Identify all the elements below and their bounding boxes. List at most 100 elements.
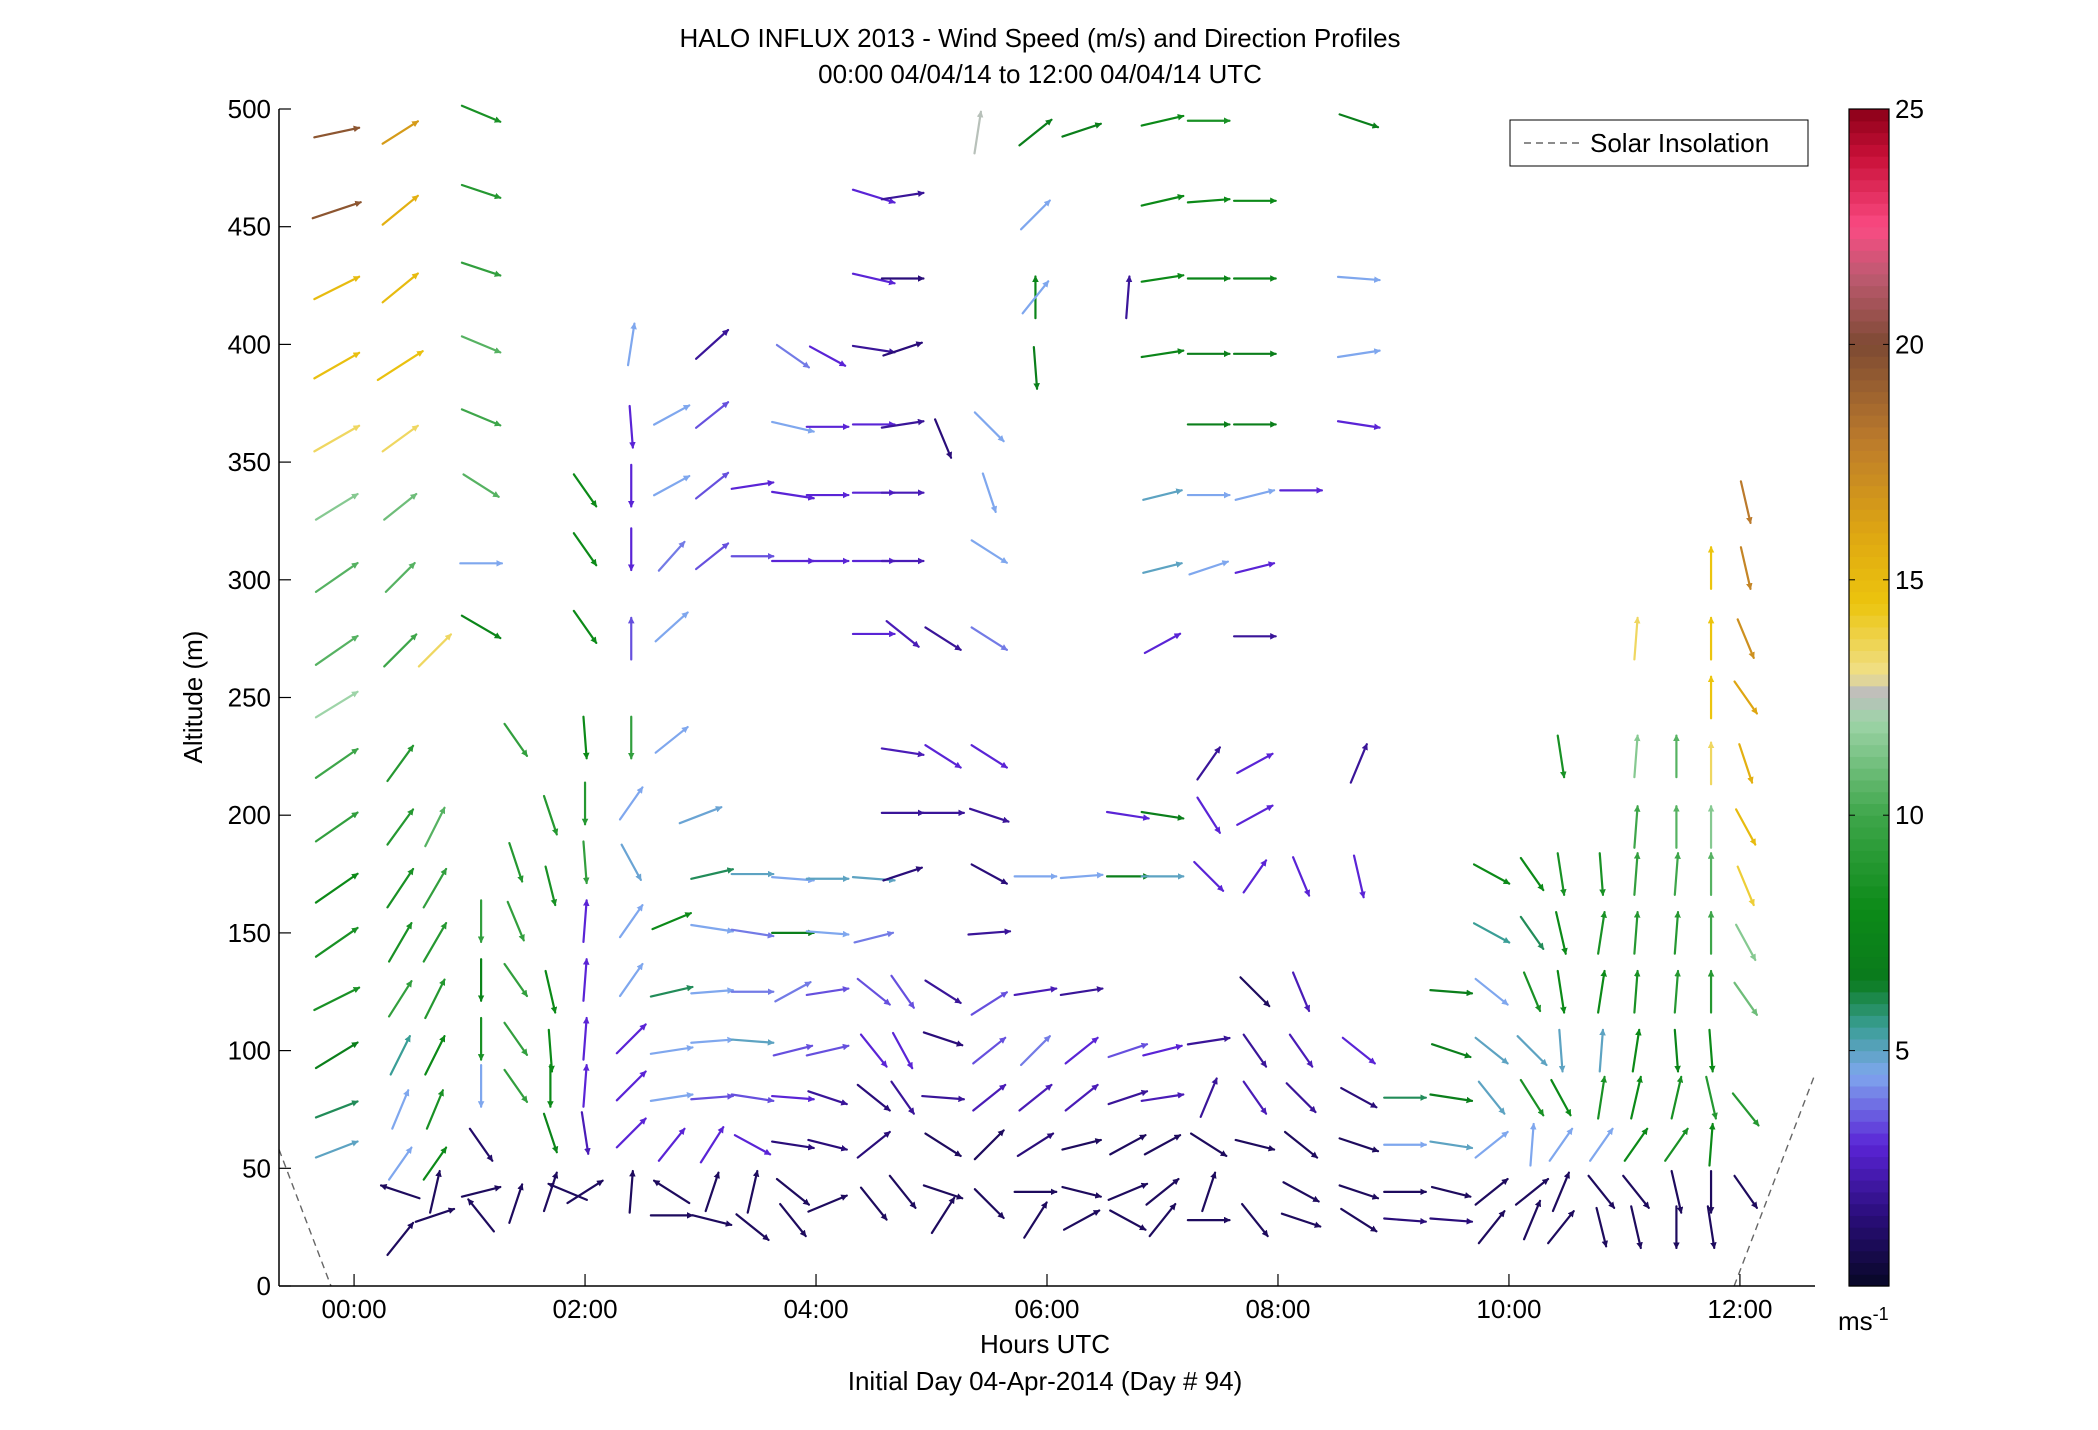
wind-barb xyxy=(1201,1171,1217,1213)
x-tick-label: 12:00 xyxy=(1707,1294,1772,1324)
wind-barb xyxy=(1140,348,1185,359)
wind-barb xyxy=(1291,971,1311,1013)
wind-barb xyxy=(311,200,362,220)
wind-barb xyxy=(460,408,502,427)
wind-barb xyxy=(1336,275,1381,283)
wind-barb xyxy=(425,1089,445,1130)
wind-barb xyxy=(1383,1217,1427,1225)
colorbar-gradient xyxy=(1849,109,1889,1287)
wind-barb xyxy=(460,183,502,200)
colorbar-tick-label: 20 xyxy=(1895,329,1924,359)
wind-barb xyxy=(1023,1201,1048,1239)
wind-barb xyxy=(924,626,962,651)
wind-barb xyxy=(1739,480,1753,525)
wind-barb xyxy=(1673,910,1681,955)
wind-barb xyxy=(1633,969,1641,1014)
wind-barb xyxy=(1673,852,1681,896)
wind-barb xyxy=(924,744,962,769)
wind-barb xyxy=(618,786,644,821)
colorbar-band xyxy=(1849,921,1889,934)
colorbar-unit-exponent: -1 xyxy=(1873,1304,1889,1324)
y-tick-label: 150 xyxy=(228,918,271,948)
colorbar-band xyxy=(1849,897,1889,910)
colorbar-band xyxy=(1849,297,1889,310)
wind-barb xyxy=(424,1035,446,1076)
wind-barb xyxy=(704,1171,720,1213)
wind-barb xyxy=(615,1070,647,1102)
wind-barb xyxy=(314,926,359,958)
wind-barb xyxy=(424,978,446,1020)
wind-barb xyxy=(933,418,953,459)
wind-barb xyxy=(1032,346,1040,390)
wind-barb xyxy=(968,807,1010,823)
wind-barb xyxy=(618,904,644,939)
wind-barb xyxy=(1556,969,1567,1014)
wind-barb xyxy=(657,1127,686,1162)
wind-barb xyxy=(654,725,689,754)
wind-barb xyxy=(967,928,1012,936)
wind-barb xyxy=(314,690,359,719)
wind-barb xyxy=(657,540,686,572)
wind-barb xyxy=(314,634,359,666)
wind-barb xyxy=(807,1090,848,1106)
wind-barb xyxy=(678,806,723,825)
wind-barb xyxy=(1196,746,1221,781)
colorbar-band xyxy=(1849,1121,1889,1134)
x-tick-label: 06:00 xyxy=(1014,1294,1079,1324)
wind-barb xyxy=(699,1126,725,1164)
wind-barb xyxy=(649,984,694,998)
colorbar-band xyxy=(1849,156,1889,169)
y-tick-label: 350 xyxy=(228,447,271,477)
wind-barb xyxy=(313,351,361,380)
wind-barb xyxy=(383,633,418,668)
wind-barb xyxy=(1739,546,1753,590)
colorbar-band xyxy=(1849,238,1889,251)
wind-barb xyxy=(387,980,413,1018)
wind-barb xyxy=(467,1198,496,1233)
wind-barb xyxy=(1595,1206,1609,1248)
wind-barb xyxy=(1429,1093,1474,1104)
wind-barb xyxy=(1352,854,1366,899)
colorbar-band xyxy=(1849,1144,1889,1158)
wind-barb xyxy=(376,350,424,382)
wind-barb xyxy=(1285,1082,1317,1114)
wind-barb xyxy=(386,744,415,783)
colorbar-band xyxy=(1849,262,1889,275)
wind-barb xyxy=(859,1033,888,1068)
wind-barb xyxy=(387,1146,413,1181)
plot-area xyxy=(279,109,1815,1286)
wind-barb xyxy=(572,532,598,567)
wind-barb xyxy=(582,1016,590,1061)
wind-barb xyxy=(1474,977,1509,1006)
wind-barb xyxy=(542,794,559,836)
wind-barb xyxy=(735,1213,770,1242)
wind-barb xyxy=(1109,1134,1147,1156)
wind-barb xyxy=(1239,976,1271,1008)
colorbar-band xyxy=(1849,932,1889,946)
wind-barb xyxy=(422,1146,448,1181)
wind-barb xyxy=(973,1188,1005,1220)
wind-barb xyxy=(422,922,448,963)
wind-barb xyxy=(649,1044,694,1055)
wind-barb xyxy=(1474,1177,1509,1206)
wind-barb xyxy=(424,806,446,848)
wind-barb xyxy=(462,473,500,498)
colorbar-band xyxy=(1849,391,1889,404)
wind-barb xyxy=(1598,1028,1606,1073)
wind-barb xyxy=(1019,1035,1051,1067)
wind-barb xyxy=(970,539,1008,564)
colorbar-band xyxy=(1849,944,1889,958)
colorbar-band xyxy=(1849,485,1889,499)
colorbar-ticks: 5 10 15 20 25 xyxy=(1849,94,1924,1066)
wind-barb xyxy=(1519,915,1545,951)
wind-barb xyxy=(544,865,558,907)
wind-barb xyxy=(694,401,730,429)
wind-barb xyxy=(1736,865,1755,907)
wind-barb xyxy=(547,1182,589,1201)
wind-barb xyxy=(690,923,734,934)
wind-barb xyxy=(381,272,419,304)
wind-barb xyxy=(890,1080,915,1115)
wind-barb xyxy=(885,620,920,648)
wind-barb xyxy=(973,110,984,155)
colorbar-band xyxy=(1849,1191,1889,1205)
